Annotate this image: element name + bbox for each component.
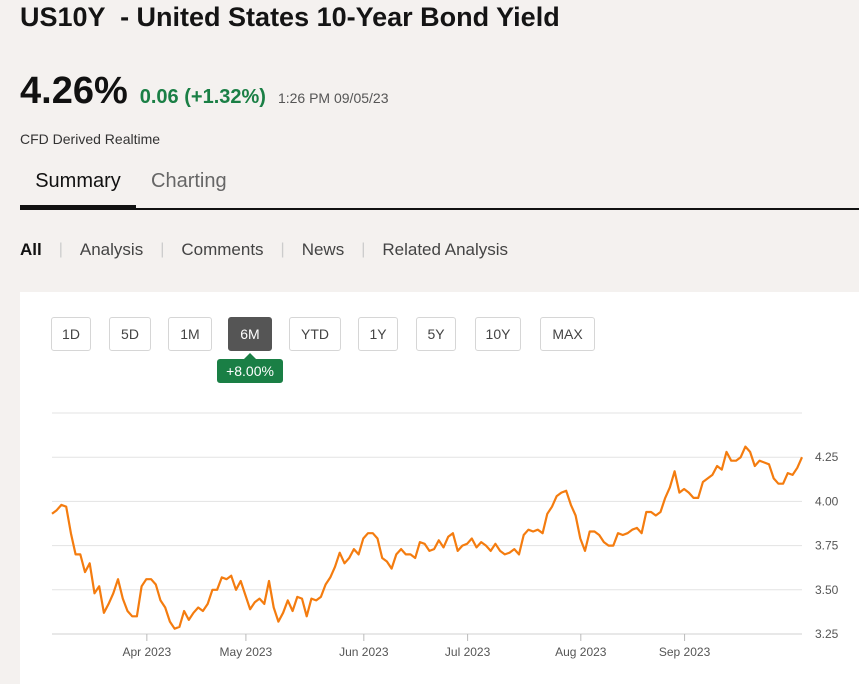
range-button-5y[interactable]: 5Y	[416, 317, 456, 351]
subnav-comments[interactable]: Comments	[181, 240, 264, 259]
y-tick-label: 3.75	[815, 539, 839, 553]
tab-charting[interactable]: Charting	[151, 170, 227, 192]
range-button-ytd[interactable]: YTD	[289, 317, 341, 351]
x-tick-label: Aug 2023	[555, 645, 607, 659]
range-button-6m[interactable]: 6M	[228, 317, 272, 351]
range-button-1d[interactable]: 1D	[51, 317, 91, 351]
x-tick-label: Jul 2023	[445, 645, 491, 659]
range-button-10y[interactable]: 10Y	[475, 317, 521, 351]
yield-line-chart: 3.25 3.50 3.75 4.00 4.25 Apr 2023 May 2023 Jun…	[51, 412, 839, 659]
subnav-news[interactable]: News	[301, 240, 345, 259]
y-tick-label: 3.25	[815, 627, 839, 641]
sub-navigation: All | Analysis | Comments | News | Relat…	[20, 240, 508, 260]
x-tick-label: Sep 2023	[659, 645, 711, 659]
subnav-related-analysis[interactable]: Related Analysis	[382, 240, 509, 259]
y-tick-label: 3.50	[815, 583, 839, 597]
subnav-all[interactable]: All	[20, 240, 42, 259]
range-change-badge: +8.00%	[217, 353, 283, 383]
x-tick-label: Jun 2023	[339, 645, 389, 659]
subnav-divider: |	[361, 241, 366, 258]
price-change: 0.06 (+1.32%)	[139, 86, 266, 108]
range-button-5d[interactable]: 5D	[109, 317, 151, 351]
x-tick-label: May 2023	[220, 645, 273, 659]
y-tick-label: 4.00	[815, 494, 839, 508]
tab-summary[interactable]: Summary	[20, 170, 136, 210]
last-price: 4.26%	[20, 70, 128, 112]
page-title: US10Y - United States 10-Year Bond Yield	[20, 2, 560, 32]
x-tick-label: Apr 2023	[122, 645, 171, 659]
subnav-divider: |	[58, 241, 63, 258]
data-source-label: CFD Derived Realtime	[20, 131, 161, 147]
price-row: 4.26% 0.06 (+1.32%) 1:26 PM 09/05/23	[20, 70, 388, 113]
range-button-max[interactable]: MAX	[540, 317, 595, 351]
chart-panel: 1D 5D 1M 6M YTD 1Y 5Y 10Y MAX +8.00% 3.2…	[20, 292, 859, 684]
subnav-analysis[interactable]: Analysis	[79, 240, 144, 259]
range-button-1m[interactable]: 1M	[168, 317, 212, 351]
subnav-divider: |	[280, 241, 285, 258]
main-tabs: Summary Charting	[20, 164, 859, 210]
y-tick-label: 4.25	[815, 450, 839, 464]
price-timestamp: 1:26 PM 09/05/23	[277, 90, 389, 106]
range-button-1y[interactable]: 1Y	[358, 317, 398, 351]
subnav-divider: |	[160, 241, 165, 258]
yield-series-line	[51, 445, 804, 630]
